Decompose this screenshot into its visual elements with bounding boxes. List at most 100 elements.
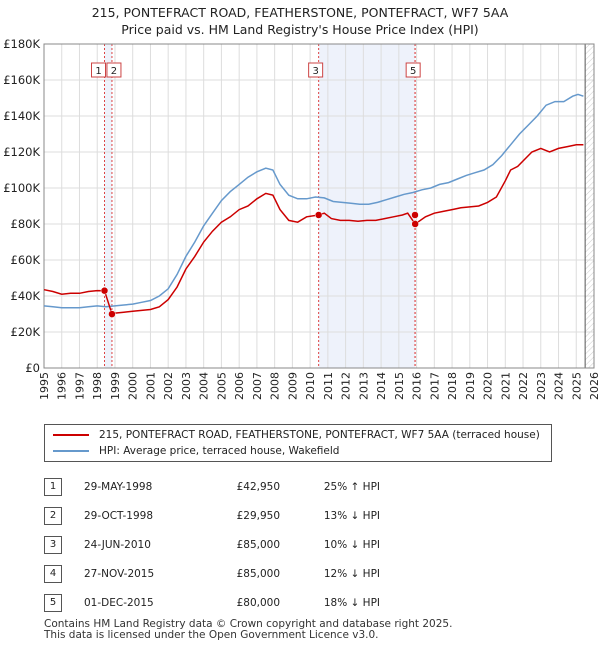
x-tick-label: 2009 bbox=[286, 372, 299, 400]
copyright-footer: Contains HM Land Registry data © Crown c… bbox=[44, 619, 452, 641]
marker-label: 5 bbox=[410, 66, 416, 77]
y-tick-label: £140K bbox=[3, 109, 40, 123]
x-tick-label: 2001 bbox=[144, 372, 157, 400]
x-tick-label: 1999 bbox=[109, 372, 122, 400]
marker-label-box bbox=[405, 62, 421, 78]
x-tick-label: 2024 bbox=[553, 372, 566, 400]
x-tick-label: 2003 bbox=[180, 372, 193, 400]
table-row: 3 24-JUN-2010 £85,000 10% ↓ HPI bbox=[44, 530, 380, 559]
legend-label-hpi: HPI: Average price, terraced house, Wake… bbox=[99, 445, 340, 457]
x-tick-label: 2018 bbox=[446, 372, 459, 400]
x-tick-label: 2011 bbox=[322, 372, 335, 400]
sale-hpi-diff: 13% ↓ HPI bbox=[323, 509, 380, 522]
sale-date: 01-DEC-2015 bbox=[84, 596, 154, 609]
marker-label: 1 bbox=[95, 66, 101, 77]
footer-line-2: This data is licensed under the Open Gov… bbox=[44, 629, 379, 641]
series-hpi-line bbox=[43, 93, 584, 309]
table-row: 5 01-DEC-2015 £80,000 18% ↓ HPI bbox=[44, 588, 380, 617]
x-tick-label: 2017 bbox=[428, 372, 441, 400]
sale-price: £85,000 bbox=[236, 567, 280, 580]
x-tick-label: 2015 bbox=[393, 372, 406, 400]
y-tick-label: £40K bbox=[11, 289, 41, 303]
sale-hpi-diff: 25% ↑ HPI bbox=[323, 480, 380, 493]
chart-legend: 215, PONTEFRACT ROAD, FEATHERSTONE, PONT… bbox=[44, 424, 552, 462]
x-tick-label: 2012 bbox=[340, 372, 353, 400]
x-tick-label: 1996 bbox=[56, 372, 69, 400]
sale-number-badge: 2 bbox=[44, 506, 62, 525]
y-tick-label: £160K bbox=[3, 73, 40, 87]
sale-price: £42,950 bbox=[236, 480, 280, 493]
x-tick-label: 2007 bbox=[251, 372, 264, 400]
sale-number-badge: 4 bbox=[44, 564, 62, 583]
x-tick-label: 2006 bbox=[233, 372, 246, 400]
legend-item-property: 215, PONTEFRACT ROAD, FEATHERSTONE, PONT… bbox=[53, 427, 540, 443]
x-tick-label: 2010 bbox=[304, 372, 317, 400]
sale-number-badge: 3 bbox=[44, 535, 62, 554]
marker-label-box bbox=[91, 62, 106, 78]
x-tick-label: 1995 bbox=[38, 372, 51, 400]
y-tick-label: £20K bbox=[11, 325, 41, 339]
table-row: 2 29-OCT-1998 £29,950 13% ↓ HPI bbox=[44, 501, 380, 530]
legend-line-hpi bbox=[53, 450, 89, 452]
marker-label: 2 bbox=[111, 66, 117, 77]
shaded-range bbox=[104, 44, 112, 368]
footer-line-1: Contains HM Land Registry data © Crown c… bbox=[44, 618, 453, 630]
table-row: 4 27-NOV-2015 £85,000 12% ↓ HPI bbox=[44, 559, 380, 588]
sale-point bbox=[411, 220, 419, 228]
x-tick-label: 2000 bbox=[127, 372, 140, 400]
marker-label: 3 bbox=[312, 66, 318, 77]
y-tick-label: £60K bbox=[11, 253, 41, 267]
table-row: 1 29-MAY-1998 £42,950 25% ↑ HPI bbox=[44, 472, 380, 501]
legend-item-hpi: HPI: Average price, terraced house, Wake… bbox=[53, 443, 339, 459]
x-tick-label: 2005 bbox=[215, 372, 228, 400]
x-tick-label: 2016 bbox=[411, 372, 424, 400]
x-tick-label: 2004 bbox=[198, 372, 211, 400]
x-tick-label: 2026 bbox=[588, 372, 600, 400]
legend-label-property: 215, PONTEFRACT ROAD, FEATHERSTONE, PONT… bbox=[99, 429, 540, 441]
x-tick-label: 2020 bbox=[482, 372, 495, 400]
sale-price: £29,950 bbox=[236, 509, 280, 522]
sale-point bbox=[108, 310, 116, 318]
x-tick-label: 2013 bbox=[357, 372, 370, 400]
sale-date: 29-MAY-1998 bbox=[84, 480, 153, 493]
x-tick-label: 2002 bbox=[162, 372, 175, 400]
chart-title-line-2: Price paid vs. HM Land Registry's House … bbox=[121, 22, 479, 37]
marker-label-box bbox=[106, 62, 122, 78]
plot-frame bbox=[43, 43, 595, 369]
sale-point bbox=[100, 286, 109, 295]
sale-date: 29-OCT-1998 bbox=[84, 509, 153, 522]
y-tick-label: £100K bbox=[3, 181, 40, 195]
sale-hpi-diff: 10% ↓ HPI bbox=[323, 538, 380, 551]
sale-hpi-diff: 12% ↓ HPI bbox=[323, 567, 380, 580]
x-tick-label: 2019 bbox=[464, 372, 477, 400]
x-tick-label: 2021 bbox=[499, 372, 512, 400]
x-tick-label: 1997 bbox=[73, 372, 86, 400]
x-tick-label: 2022 bbox=[517, 372, 530, 400]
sale-number-badge: 5 bbox=[44, 593, 62, 612]
y-tick-label: £0 bbox=[25, 361, 40, 375]
sale-date: 27-NOV-2015 bbox=[84, 567, 155, 580]
x-tick-label: 1998 bbox=[91, 372, 104, 400]
y-tick-label: £180K bbox=[3, 37, 40, 51]
marker-label-box bbox=[308, 62, 324, 78]
chart-title: 215, PONTEFRACT ROAD, FEATHERSTONE, PONT… bbox=[0, 4, 600, 38]
y-tick-label: £80K bbox=[11, 217, 41, 231]
sale-price: £80,000 bbox=[236, 596, 280, 609]
legend-line-property bbox=[53, 434, 89, 436]
x-tick-label: 2014 bbox=[375, 372, 388, 400]
sale-hpi-diff: 18% ↓ HPI bbox=[323, 596, 380, 609]
sale-point bbox=[411, 211, 419, 219]
y-tick-label: £120K bbox=[3, 145, 40, 159]
price-chart: 1 2 3 5 £0 £20K £40K £60K £80K £100K £120K £140K £16… bbox=[3, 37, 600, 400]
x-tick-label: 2023 bbox=[535, 372, 548, 400]
sale-price: £85,000 bbox=[236, 538, 280, 551]
forecast-region bbox=[585, 44, 594, 368]
sales-table: 1 29-MAY-1998 £42,950 25% ↑ HPI 2 29-OCT… bbox=[44, 472, 380, 617]
chart-title-line-1: 215, PONTEFRACT ROAD, FEATHERSTONE, PONT… bbox=[91, 5, 509, 20]
x-tick-label: 2008 bbox=[269, 372, 282, 400]
sale-point bbox=[314, 211, 323, 219]
sale-number-badge: 1 bbox=[44, 477, 62, 496]
shaded-range bbox=[318, 44, 416, 368]
sale-date: 24-JUN-2010 bbox=[84, 538, 151, 551]
x-tick-label: 2025 bbox=[570, 372, 583, 400]
